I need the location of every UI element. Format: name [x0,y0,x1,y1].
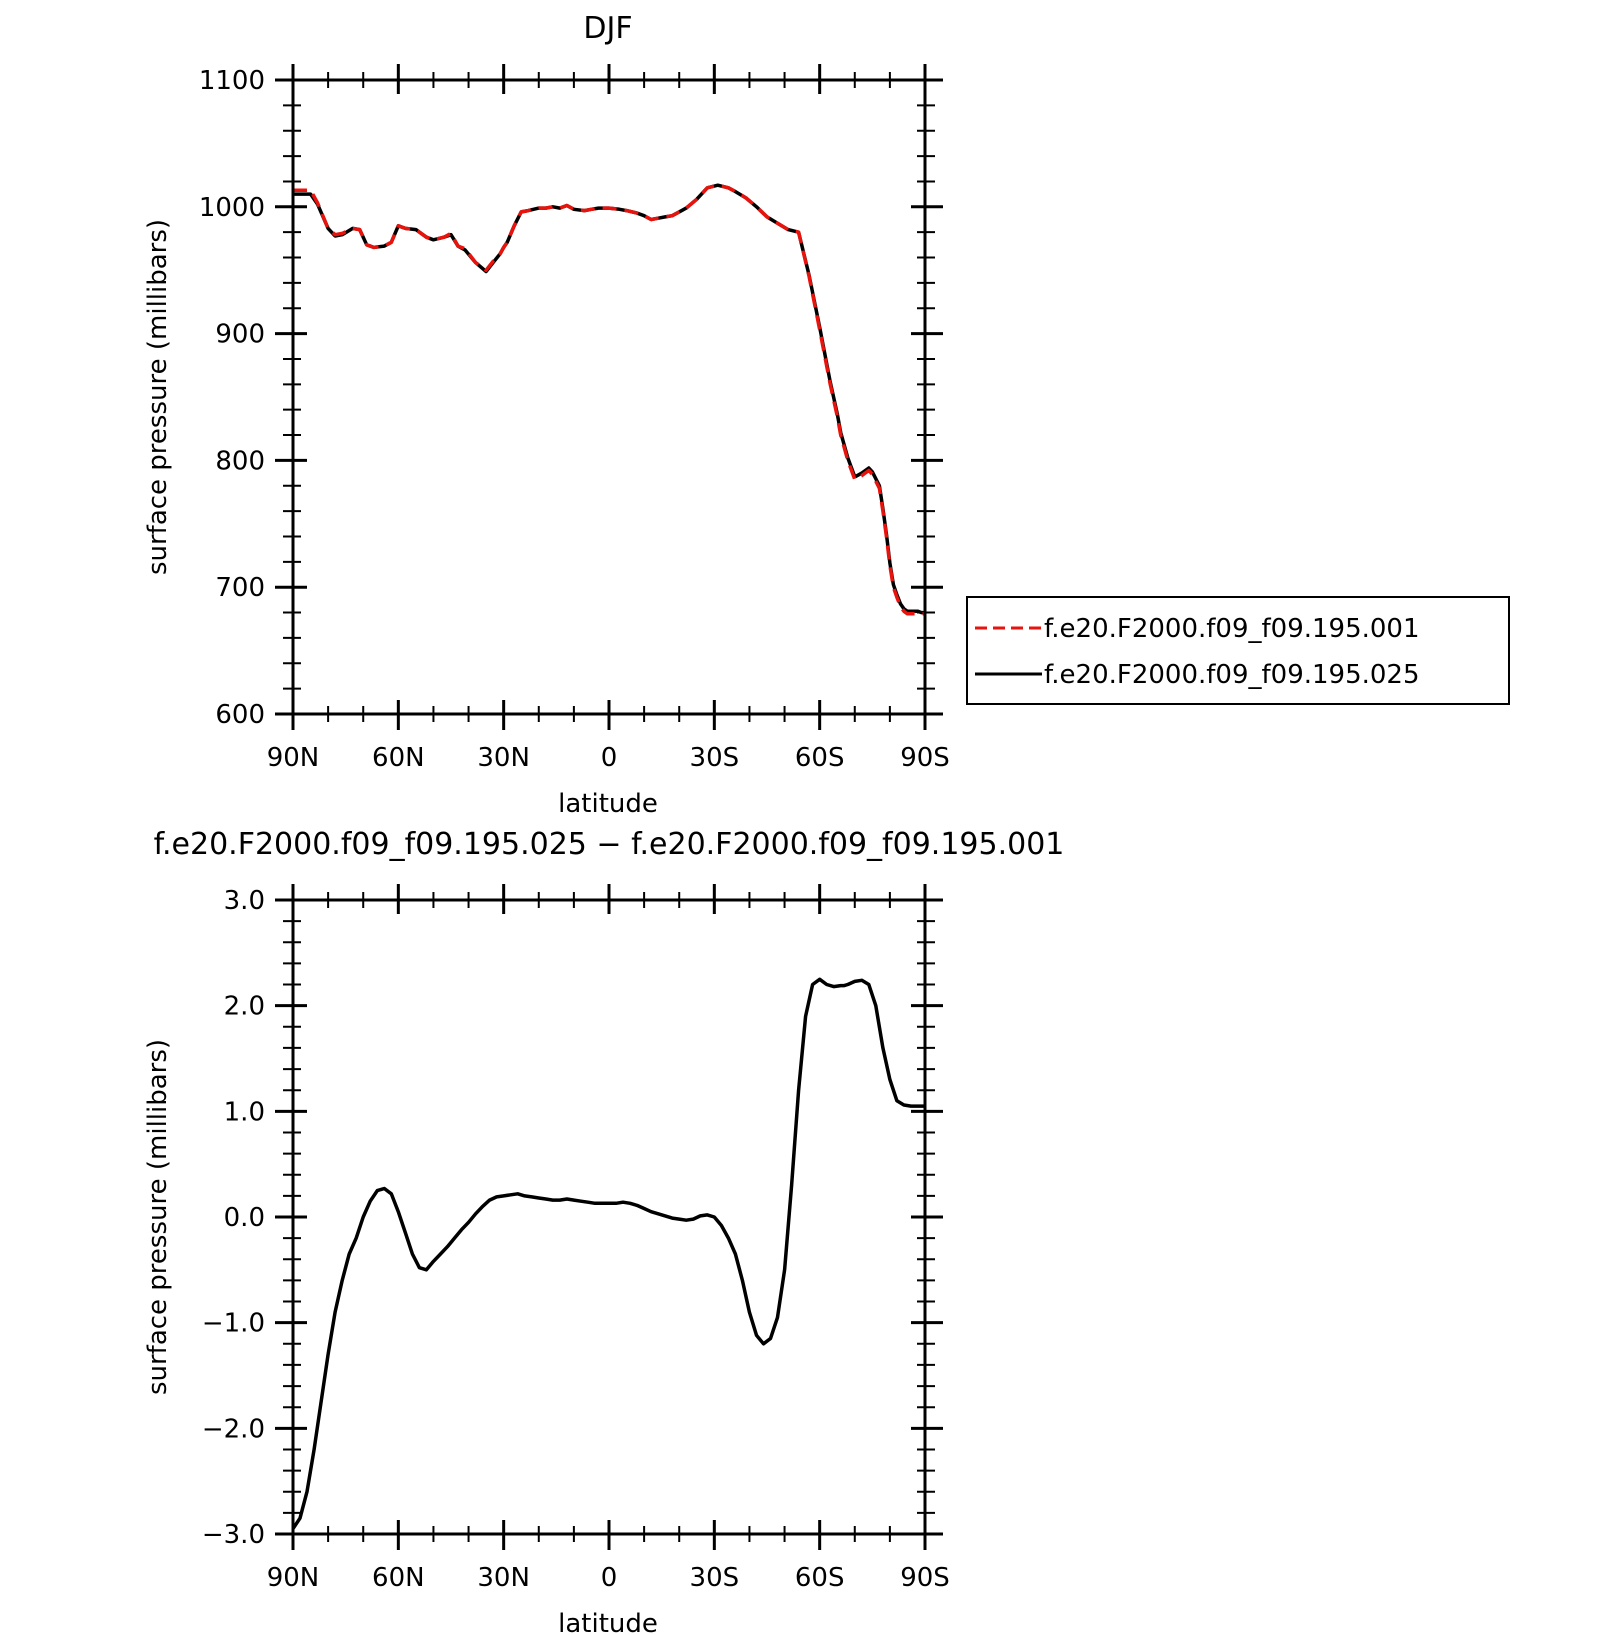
legend-label-001: f.e20.F2000.f09_f09.195.001 [1044,614,1420,644]
x-tick-label: 60S [795,1563,845,1593]
x-tick-label: 60S [795,743,845,773]
x-tick-label: 90S [900,743,950,773]
series-line-1 [293,183,925,615]
x-tick-label: 90N [267,1563,320,1593]
x-tick-label: 30S [690,1563,740,1593]
x-tick-label: 90N [267,743,320,773]
top-panel-frame [291,78,927,716]
x-tick-label: 90S [900,1563,950,1593]
legend: f.e20.F2000.f09_f09.195.001 f.e20.F2000.… [966,596,1510,705]
series-line-0 [293,183,925,616]
bottom-panel: f.e20.F2000.f09_f09.195.025 − f.e20.F200… [143,827,1064,1635]
top-plot-area: 600 700 800 900 1000 1100 90N 60N 30N 0 30S 60S 90S [199,64,950,773]
legend-box [966,596,1510,705]
y-tick-label: 3.0 [224,886,265,916]
y-tick-label: −3.0 [202,1520,265,1550]
bottom-x-axis-label: latitude [558,1609,658,1635]
top-x-axis-label: latitude [558,789,658,819]
x-tick-label: 30N [477,1563,530,1593]
x-tick-label: 30N [477,743,530,773]
series-line-0 [291,977,925,1530]
y-tick-label: 700 [215,573,265,603]
x-tick-label: 60N [372,743,425,773]
x-tick-label: 0 [601,1563,618,1593]
y-tick-label: 1.0 [224,1097,265,1127]
bottom-panel-frame [291,898,927,1536]
bottom-y-axis-label: surface pressure (millibars) [143,1039,173,1395]
y-tick-label: 0.0 [224,1203,265,1233]
y-tick-label: −2.0 [202,1414,265,1444]
y-tick-label: 1100 [199,66,265,96]
x-tick-label: 0 [601,743,618,773]
top-panel: DJF 600 700 800 900 1000 1100 90N 60N 30N 0 30S 60S… [143,11,950,819]
y-tick-label: 800 [215,446,265,476]
y-tick-label: 600 [215,700,265,730]
y-tick-label: 2.0 [224,992,265,1022]
top-panel-title: DJF [583,11,632,46]
bottom-plot-area: −3.0 −2.0 −1.0 0.0 1.0 2.0 3.0 90N 60N 30N 0 30S 60S… [202,884,950,1593]
top-y-axis-label: surface pressure (millibars) [143,219,173,575]
bottom-panel-title: f.e20.F2000.f09_f09.195.025 − f.e20.F200… [154,827,1065,862]
legend-label-025: f.e20.F2000.f09_f09.195.025 [1044,660,1420,690]
x-tick-label: 60N [372,1563,425,1593]
y-tick-label: −1.0 [202,1309,265,1339]
y-tick-label: 1000 [199,193,265,223]
x-tick-label: 30S [690,743,740,773]
y-tick-label: 900 [215,320,265,350]
